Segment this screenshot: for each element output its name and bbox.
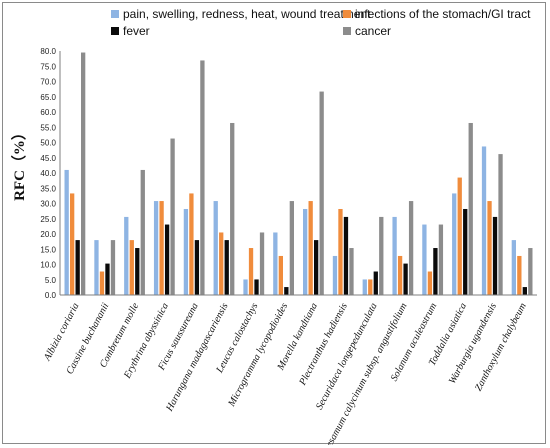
legend-swatch (343, 27, 351, 35)
bar (433, 248, 438, 295)
y-tick-label: 35.0 (40, 184, 56, 193)
bar (408, 201, 414, 295)
bar (463, 208, 468, 295)
y-tick-label: 45.0 (40, 154, 56, 163)
bar (64, 169, 69, 295)
legend-swatch (343, 10, 351, 18)
bar (492, 216, 498, 295)
bar (99, 271, 105, 295)
legend: pain, swelling, redness, heat, wound tre… (111, 7, 531, 38)
bar (164, 224, 170, 295)
y-tick-label: 30.0 (40, 200, 56, 209)
bar (94, 240, 99, 295)
bar (343, 216, 349, 295)
y-tick-label: 25.0 (40, 215, 56, 224)
bar (213, 201, 218, 295)
y-tick-label: 50.0 (40, 139, 56, 148)
legend-label: cancer (355, 24, 391, 38)
bar (124, 216, 129, 295)
legend-swatch (111, 10, 119, 18)
bar (224, 240, 229, 295)
legend-label: pain, swelling, redness, heat, wound tre… (123, 7, 371, 21)
bar (243, 279, 248, 295)
bar (332, 255, 338, 295)
bar (379, 216, 384, 295)
bar (308, 201, 313, 295)
legend-label: fever (123, 24, 150, 38)
bar (75, 240, 80, 295)
bar (498, 154, 503, 295)
y-tick-label: 75.0 (40, 62, 56, 71)
bar (403, 263, 408, 295)
bar (70, 193, 75, 295)
bar (427, 271, 433, 295)
bar (159, 201, 164, 295)
bar (487, 201, 492, 295)
bar (349, 248, 354, 295)
bar (200, 60, 205, 295)
bar (153, 201, 159, 295)
bar (254, 279, 259, 295)
bar (468, 122, 473, 295)
bar (248, 248, 254, 295)
y-axis: 0.0 5.0 10.0 15.0 20.0 25.0 30.0 35.0 40.0 45.0 50… (40, 47, 61, 300)
y-tick-label: 15.0 (40, 245, 56, 254)
y-tick-label: 70.0 (40, 78, 56, 87)
y-tick-label: 20.0 (40, 230, 56, 239)
bar (397, 255, 403, 295)
y-tick-label: 10.0 (40, 261, 56, 270)
bar (183, 208, 189, 295)
bar (438, 224, 444, 295)
bar (303, 208, 308, 295)
bar (140, 169, 145, 295)
y-axis-label: RFC（%） (10, 125, 28, 201)
legend-label: infections of the stomach/GI tract (355, 7, 531, 21)
bar (110, 240, 116, 295)
y-tick-label: 0.0 (45, 291, 57, 300)
bar (422, 224, 427, 295)
bar (314, 240, 319, 295)
bar (528, 248, 533, 295)
bar (278, 255, 283, 295)
bar (338, 208, 343, 295)
y-tick-label: 5.0 (45, 276, 57, 285)
bar (522, 287, 527, 295)
chart-frame: pain, swelling, redness, heat, wound tre… (2, 2, 546, 445)
legend-swatch (111, 27, 119, 35)
bar (105, 263, 110, 295)
bar (457, 177, 462, 295)
bar (511, 240, 516, 295)
bar (273, 232, 278, 295)
bar (259, 232, 265, 295)
bar (452, 193, 457, 295)
bar (189, 193, 194, 295)
bar (170, 138, 175, 295)
y-tick-label: 80.0 (40, 47, 56, 56)
bar (362, 279, 367, 295)
bar (129, 240, 134, 295)
bars (64, 52, 533, 296)
bar (230, 122, 235, 295)
y-tick-label: 60.0 (40, 108, 56, 117)
bar (392, 216, 397, 295)
y-tick-label: 40.0 (40, 169, 56, 178)
bar (81, 52, 86, 296)
bar (373, 271, 378, 295)
bar (289, 201, 294, 295)
bar (135, 248, 140, 295)
bar (517, 255, 522, 295)
bar (368, 279, 373, 295)
bar (219, 232, 224, 295)
bar-chart: pain, swelling, redness, heat, wound tre… (10, 7, 537, 445)
y-tick-label: 55.0 (40, 123, 56, 132)
bar (319, 91, 324, 295)
bar (481, 146, 487, 295)
bar (194, 240, 200, 295)
y-tick-label: 65.0 (40, 93, 56, 102)
bar (284, 287, 289, 295)
